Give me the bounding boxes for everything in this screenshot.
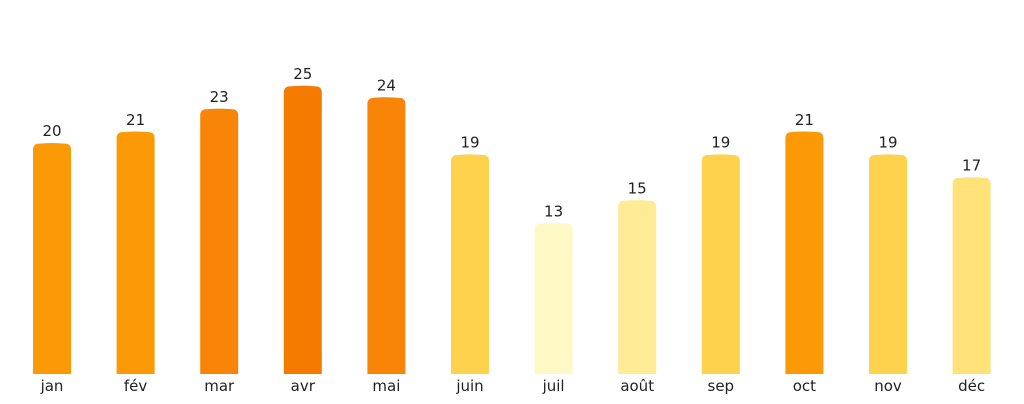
bar-août bbox=[618, 200, 657, 374]
data-label-avr: 25 bbox=[293, 65, 312, 83]
bar-juin bbox=[451, 154, 489, 374]
x-tick-label-fév: fév bbox=[124, 377, 148, 395]
bars-group bbox=[33, 85, 991, 374]
x-tick-label-nov: nov bbox=[874, 377, 902, 395]
data-label-août: 15 bbox=[628, 179, 647, 197]
data-label-juil: 13 bbox=[544, 202, 563, 220]
x-tick-label-juin: juin bbox=[455, 377, 483, 395]
data-label-mar: 23 bbox=[210, 88, 229, 106]
data-label-fév: 21 bbox=[126, 111, 145, 129]
x-tick-label-mar: mar bbox=[204, 377, 235, 395]
x-tick-label-août: août bbox=[620, 377, 654, 395]
bar-mai bbox=[367, 97, 406, 374]
x-tick-label-juil: juil bbox=[542, 377, 565, 395]
bar-oct bbox=[785, 131, 824, 374]
bar-sep bbox=[701, 154, 740, 374]
data-label-oct: 21 bbox=[795, 111, 814, 129]
x-tick-labels-group: jan fév mar avr mai juin juil août sep oct nov déc bbox=[40, 377, 986, 395]
data-label-nov: 19 bbox=[878, 134, 897, 152]
bar-déc bbox=[952, 177, 991, 374]
bar-nov bbox=[869, 154, 907, 374]
x-tick-label-déc: déc bbox=[958, 377, 985, 395]
bar-juil bbox=[534, 223, 573, 374]
value-labels-group: 20 21 23 25 24 19 13 15 19 21 19 17 bbox=[42, 65, 981, 220]
data-label-juin: 19 bbox=[460, 134, 479, 152]
data-label-déc: 17 bbox=[962, 157, 981, 175]
x-tick-label-oct: oct bbox=[793, 377, 816, 395]
bar-fév bbox=[116, 131, 155, 374]
bar-mar bbox=[200, 108, 239, 374]
x-tick-label-avr: avr bbox=[291, 377, 316, 395]
x-tick-label-mai: mai bbox=[372, 377, 400, 395]
data-label-mai: 24 bbox=[377, 76, 396, 94]
data-label-sep: 19 bbox=[711, 134, 730, 152]
x-tick-label-sep: sep bbox=[708, 377, 735, 395]
x-tick-label-jan: jan bbox=[40, 377, 64, 395]
data-label-jan: 20 bbox=[42, 122, 61, 140]
bar-jan bbox=[33, 142, 71, 374]
bar-avr bbox=[283, 85, 322, 374]
